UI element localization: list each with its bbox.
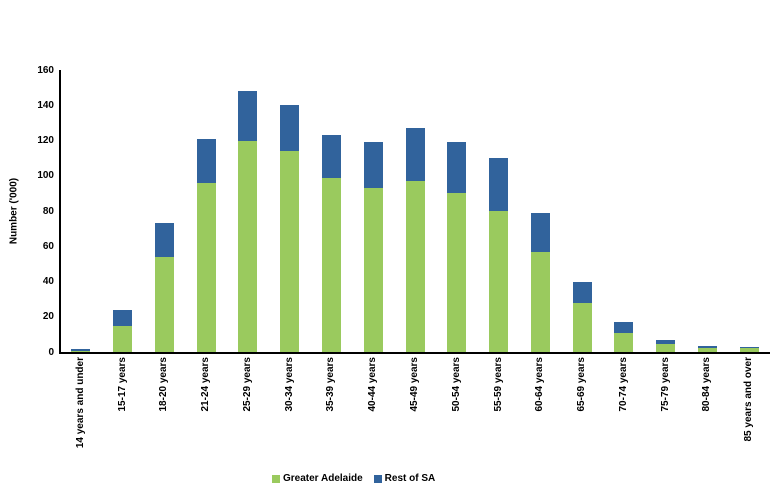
bar-stack [614,322,634,352]
bar-segment-greater-adelaide [113,325,133,352]
bar-segment-greater-adelaide [405,181,425,352]
x-category-label: 65-69 years [576,357,588,412]
x-category-label: 35-39 years [325,357,337,412]
bar-segment-rest-of-sa [447,142,467,194]
bar-stack [154,223,174,352]
bar-segment-rest-of-sa [154,223,174,257]
x-axis-line [59,352,770,354]
bar-stack [656,339,676,352]
bar-segment-greater-adelaide [489,211,509,352]
x-category-label: 30-34 years [283,357,295,412]
bar-segment-rest-of-sa [697,345,717,349]
y-tick-label: 120 [37,135,54,146]
bar-segment-rest-of-sa [656,339,676,345]
bar-segment-greater-adelaide [572,302,592,352]
bar-stack [363,142,383,352]
y-tick-label: 160 [37,64,54,76]
x-category-label: 21-24 years [200,357,212,412]
bar-segment-rest-of-sa [196,138,216,183]
x-category-label: 50-54 years [450,357,462,412]
bar-stack [238,91,258,352]
y-tick-label: 20 [42,311,54,323]
x-category-label: 25-29 years [241,357,253,412]
bar-segment-greater-adelaide [656,344,676,352]
x-category-label: 85 years and over [743,357,755,442]
y-tick-label: 80 [42,205,54,217]
bar-segment-rest-of-sa [363,142,383,189]
legend-label: Greater Adelaide [283,473,363,484]
x-category-label: 15-17 years [116,357,128,412]
legend-swatch-icon [272,474,280,483]
bar-stack [489,158,509,352]
bar-segment-greater-adelaide [196,182,216,352]
x-category-label: 18-20 years [158,357,170,412]
bar-segment-greater-adelaide [71,351,91,352]
bar-segment-greater-adelaide [697,348,717,352]
legend: Greater Adelaide Rest of SA [272,473,435,484]
bar-segment-rest-of-sa [530,212,550,252]
bar-segment-rest-of-sa [113,309,133,326]
bar-segment-rest-of-sa [739,346,759,349]
bar-segment-greater-adelaide [154,256,174,352]
bar-segment-greater-adelaide [614,332,634,352]
legend-label: Rest of SA [384,473,436,484]
x-category-label: 75-79 years [659,357,671,412]
bar-stack [739,346,759,352]
bar-stack [572,281,592,352]
bar-segment-greater-adelaide [363,188,383,352]
plot-area [60,70,770,352]
bar-segment-rest-of-sa [405,128,425,182]
x-category-label: 14 years and under [74,357,86,449]
bar-stack [447,142,467,352]
bar-stack [71,349,91,352]
bar-stack [405,128,425,352]
bar-stack [697,345,717,352]
bar-stack [280,105,300,352]
bar-segment-greater-adelaide [739,348,759,352]
x-category-label: 55-59 years [492,357,504,412]
bar-segment-rest-of-sa [572,281,592,303]
y-tick-label: 0 [48,346,54,358]
bar-segment-greater-adelaide [530,251,550,352]
bar-stack [321,135,341,352]
y-tick-label: 100 [37,170,54,182]
x-category-label: 60-64 years [534,357,546,412]
x-category-label: 80-84 years [701,357,713,412]
bar-segment-greater-adelaide [321,177,341,352]
x-category-label: 40-44 years [367,357,379,412]
bar-segment-rest-of-sa [489,158,509,211]
legend-swatch-icon [373,474,382,483]
x-category-label: 70-74 years [617,357,629,412]
bar-stack [113,309,133,352]
bar-segment-rest-of-sa [614,322,634,333]
legend-item: Rest of SA [373,473,436,484]
y-axis-line [59,70,61,354]
bar-stack [530,212,550,352]
bar-segment-rest-of-sa [238,91,258,141]
y-tick-label: 40 [42,276,54,287]
bar-segment-rest-of-sa [321,135,341,178]
legend-item: Greater Adelaide [272,473,363,484]
y-axis-title: Number ('000) [8,177,20,245]
bar-segment-greater-adelaide [447,193,467,352]
bar-segment-rest-of-sa [71,349,91,352]
bar-segment-greater-adelaide [238,140,258,352]
y-tick-label: 140 [37,99,54,111]
y-tick-label: 60 [42,240,54,252]
bar-stack [196,138,216,352]
bar-segment-rest-of-sa [280,105,300,152]
x-category-label: 45-49 years [409,357,420,412]
bar-segment-greater-adelaide [280,151,300,352]
